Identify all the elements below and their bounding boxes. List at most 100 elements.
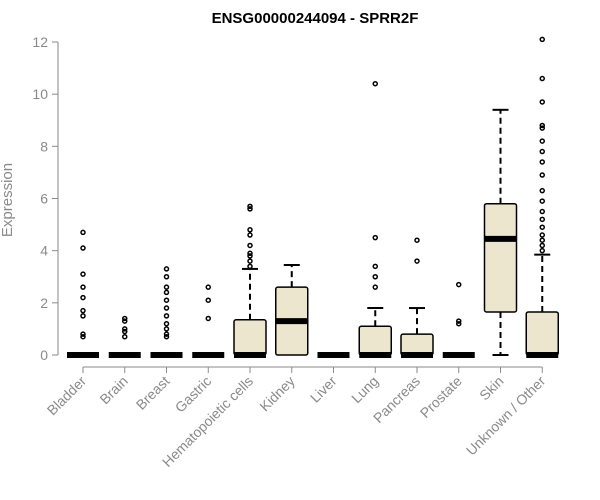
outlier-point <box>247 253 253 259</box>
outlier-point <box>539 187 545 194</box>
outlier-point <box>539 242 545 249</box>
x-tick-label: Brain <box>96 373 130 407</box>
outlier-point <box>205 284 211 290</box>
y-tick-label: 0 <box>40 347 48 363</box>
y-tick-label: 10 <box>32 86 48 102</box>
outlier-point <box>539 125 545 131</box>
x-tick-label: Bladder <box>44 373 90 419</box>
y-tick-label: 4 <box>40 243 48 259</box>
outlier-point <box>163 297 170 303</box>
outlier-point <box>414 258 420 264</box>
box-hematopoietic-cells <box>233 203 267 358</box>
outlier-point <box>80 307 86 314</box>
outlier-point <box>122 326 128 332</box>
outlier-point <box>247 203 253 210</box>
box-brain <box>108 315 141 358</box>
outlier-point <box>539 247 545 254</box>
x-tick-label: Liver <box>307 373 340 406</box>
outlier-point <box>247 250 253 257</box>
x-tick-label: Unknown / Other <box>463 373 549 459</box>
outlier-point <box>205 315 211 322</box>
outlier-point <box>205 297 211 303</box>
box-rect <box>400 333 434 356</box>
outlier-point <box>247 263 253 270</box>
outlier-point <box>80 331 86 337</box>
box-rect <box>483 202 518 313</box>
outlier-point <box>80 245 86 251</box>
outlier-point <box>539 138 545 144</box>
outlier-point <box>163 289 170 296</box>
outlier-point <box>80 294 86 301</box>
outlier-point <box>456 318 462 324</box>
outlier-point <box>539 172 545 178</box>
box-kidney <box>275 264 309 356</box>
outlier-point <box>539 99 545 105</box>
outlier-point <box>539 232 545 238</box>
outlier-point <box>372 234 378 241</box>
y-axis: 0 2 4 6 8 10 12 <box>32 34 59 363</box>
outlier-point <box>163 266 170 272</box>
y-tick-label: 6 <box>40 191 48 207</box>
box-bladder <box>67 229 99 358</box>
outlier-point <box>247 232 253 238</box>
outlier-point <box>80 284 86 290</box>
y-tick-label: 2 <box>40 295 48 311</box>
outlier-point <box>539 36 545 43</box>
x-tick-label: Skin <box>476 373 507 404</box>
box-prostate <box>442 281 475 358</box>
x-tick-label: Prostate <box>417 373 465 421</box>
outlier-point <box>122 328 128 335</box>
outlier-point <box>539 216 545 223</box>
outlier-point <box>539 159 545 165</box>
outlier-point <box>163 326 170 332</box>
outlier-point <box>539 122 545 129</box>
outlier-point <box>163 331 170 337</box>
outlier-point <box>122 333 128 340</box>
outlier-point <box>80 229 86 236</box>
y-tick-label: 12 <box>32 34 48 50</box>
outlier-point <box>80 313 86 319</box>
box-skin <box>483 108 518 356</box>
outlier-point <box>163 333 170 340</box>
outlier-point <box>163 313 170 319</box>
outlier-point <box>80 333 86 340</box>
box-pancreas <box>400 237 434 358</box>
chart-title: ENSG00000244094 - SPRR2F <box>212 10 419 27</box>
outlier-point <box>372 274 378 280</box>
plot-area <box>67 36 559 358</box>
outlier-point <box>372 284 378 290</box>
box-rect <box>233 319 267 356</box>
outlier-point <box>122 315 128 322</box>
outlier-point <box>247 258 253 264</box>
outlier-point <box>163 274 170 280</box>
outlier-point <box>122 318 128 324</box>
outlier-point <box>539 148 545 155</box>
outlier-point <box>372 80 378 87</box>
box-breast <box>150 266 183 358</box>
y-axis-label: Expression <box>0 163 16 237</box>
y-tick-label: 8 <box>40 138 48 154</box>
outlier-point <box>247 242 253 249</box>
x-tick-label: Kidney <box>256 373 298 415</box>
outlier-point <box>539 208 545 215</box>
outlier-point <box>539 237 545 243</box>
outlier-point <box>247 206 253 212</box>
outlier-point <box>456 281 462 288</box>
outlier-point <box>456 320 462 327</box>
outlier-point <box>414 237 420 243</box>
box-rect <box>358 325 392 356</box>
box-unknown-other <box>525 36 559 358</box>
outlier-point <box>372 263 378 270</box>
x-tick-label: Lung <box>348 373 381 406</box>
outlier-point <box>247 227 253 233</box>
outlier-point <box>163 320 170 327</box>
box-lung <box>358 80 392 358</box>
outlier-point <box>539 198 545 204</box>
box-gastric <box>192 284 225 358</box>
x-tick-label: Breast <box>133 373 173 413</box>
box-rect <box>525 311 559 356</box>
outlier-point <box>163 284 170 290</box>
outlier-point <box>163 305 170 311</box>
